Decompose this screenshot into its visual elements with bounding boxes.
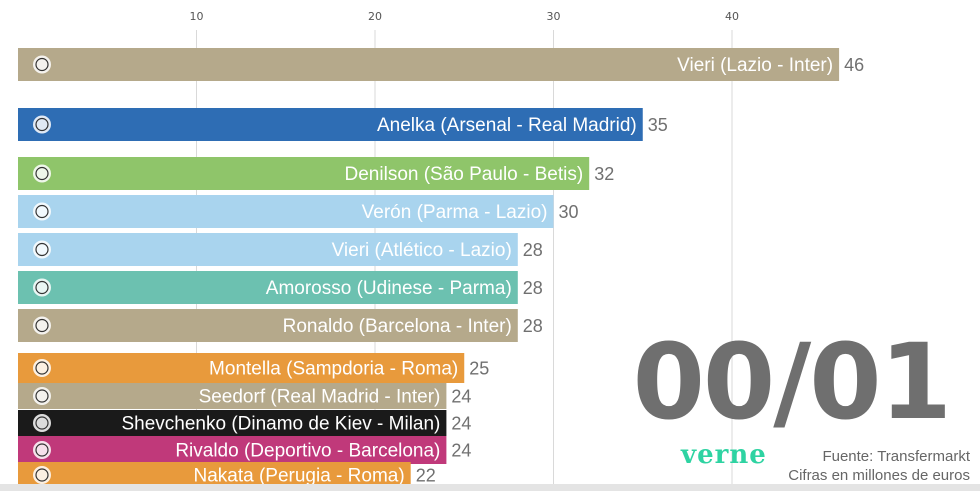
source-note: Fuente: Transfermarkt — [822, 448, 970, 465]
bar-row: Shevchenko (Dinamo de Kiev - Milan) 24 — [18, 410, 471, 436]
bar-label: Seedorf (Real Madrid - Inter) — [199, 387, 441, 408]
x-tick-label: 10 — [190, 10, 204, 23]
bar-value: 30 — [559, 202, 579, 222]
bar-row: Verón (Parma - Lazio) 30 — [18, 195, 579, 228]
bar-label: Vieri (Atlético - Lazio) — [332, 240, 512, 261]
bar-value: 35 — [648, 115, 668, 135]
bar-label: Verón (Parma - Lazio) — [362, 202, 548, 223]
units-note: Cifras en millones de euros — [788, 467, 970, 484]
lazio-crest-icon — [33, 202, 51, 221]
inter-crest-icon — [33, 55, 51, 74]
bar-value: 24 — [451, 414, 471, 434]
bar — [18, 353, 465, 383]
bar-value: 28 — [523, 240, 543, 260]
bar-row: Seedorf (Real Madrid - Inter) 24 — [18, 383, 471, 409]
bar-row: Vieri (Atlético - Lazio) 28 — [18, 233, 543, 266]
bar-label: Shevchenko (Dinamo de Kiev - Milan) — [121, 414, 440, 435]
roma-crest-icon — [33, 359, 51, 377]
bar — [18, 383, 447, 409]
bar — [18, 410, 447, 436]
bar-value: 24 — [451, 387, 471, 407]
bottom-strip — [0, 484, 980, 491]
bar-row: Anelka (Arsenal - Real Madrid) 35 — [18, 108, 668, 141]
bar-label: Montella (Sampdoria - Roma) — [209, 359, 458, 380]
bar-label: Vieri (Lazio - Inter) — [677, 55, 833, 76]
bar-row: Ronaldo (Barcelona - Inter) 28 — [18, 309, 543, 342]
brand-logo: verne — [681, 440, 767, 470]
bar-row: Rivaldo (Deportivo - Barcelona) 24 — [18, 436, 471, 464]
bar-label: Nakata (Perugia - Roma) — [193, 466, 404, 487]
bar-label: Anelka (Arsenal - Real Madrid) — [377, 115, 637, 136]
bar-row: Montella (Sampdoria - Roma) 25 — [18, 353, 489, 383]
inter-crest-icon — [33, 387, 51, 405]
milan-crest-icon — [33, 414, 51, 432]
bar-value: 28 — [523, 278, 543, 298]
roma-crest-icon — [33, 466, 51, 484]
bar — [18, 436, 447, 464]
bar-label: Rivaldo (Deportivo - Barcelona) — [175, 441, 440, 462]
bar — [18, 48, 840, 81]
betis-crest-icon — [33, 164, 51, 183]
parma-crest-icon — [33, 278, 51, 297]
bar-label: Amorosso (Udinese - Parma) — [266, 278, 512, 299]
bar-value: 32 — [594, 164, 614, 184]
bar-label: Denilson (São Paulo - Betis) — [345, 164, 584, 185]
bar-value: 25 — [469, 359, 489, 379]
bar — [18, 157, 590, 190]
bar-row: Vieri (Lazio - Inter) 46 — [18, 48, 864, 81]
bar-value: 46 — [844, 55, 864, 75]
x-tick-label: 40 — [725, 10, 739, 23]
barcelona-crest-icon — [33, 441, 51, 459]
bar — [18, 233, 518, 266]
real-madrid-crest-icon — [33, 115, 51, 134]
bar — [18, 271, 518, 304]
lazio-crest-icon — [33, 240, 51, 259]
bar — [18, 108, 643, 141]
season-label: 00/01 — [632, 321, 952, 443]
x-tick-label: 20 — [368, 10, 382, 23]
bar-value: 22 — [416, 466, 436, 486]
bar — [18, 195, 554, 228]
bar-row: Denilson (São Paulo - Betis) 32 — [18, 157, 614, 190]
bar-value: 24 — [451, 441, 471, 461]
bar-label: Ronaldo (Barcelona - Inter) — [283, 316, 512, 337]
bar-value: 28 — [523, 316, 543, 336]
bar-row: Amorosso (Udinese - Parma) 28 — [18, 271, 543, 304]
bar — [18, 462, 411, 488]
x-tick-label: 30 — [547, 10, 561, 23]
bar-row: Nakata (Perugia - Roma) 22 — [18, 462, 436, 488]
inter-crest-icon — [33, 316, 51, 335]
bar — [18, 309, 518, 342]
